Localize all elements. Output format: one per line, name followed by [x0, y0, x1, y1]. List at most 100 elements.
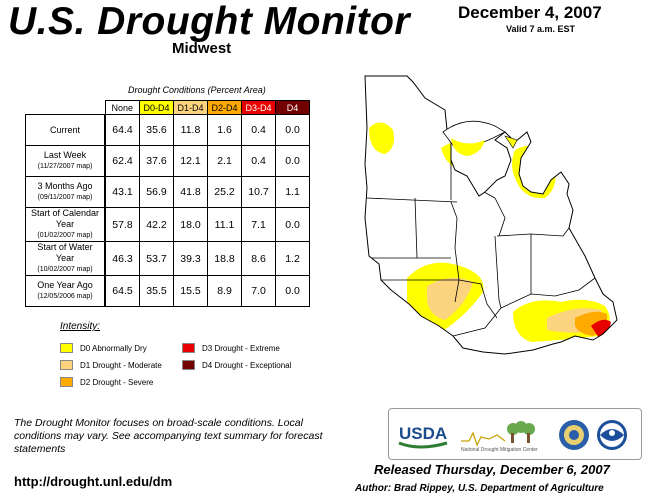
- table-row: Start of Water Year (10/02/2007 map) 46.3 5…: [25, 241, 310, 276]
- legend-label-d4: D4 Drought - Exceptional: [202, 360, 292, 370]
- row-label-text: 3 Months Ago: [37, 181, 93, 191]
- table-cell: 43.1: [104, 176, 140, 208]
- legend-label-d3: D3 Drought - Extreme: [202, 343, 280, 353]
- table-cell: 56.9: [139, 176, 174, 208]
- table-row: 3 Months Ago (09/11/2007 map) 43.1 56.9 41.8…: [25, 176, 310, 208]
- table-cell: 35.5: [139, 275, 174, 307]
- table-row: Current 64.4 35.6 11.8 1.6 0.4 0.0: [25, 114, 310, 146]
- legend-swatch-d1: [60, 360, 73, 370]
- row-sublabel: (12/05/2006 map): [37, 293, 93, 300]
- table-row: Start of Calendar Year (01/02/2007 map) 57…: [25, 207, 310, 242]
- midwest-drought-map: [364, 75, 618, 355]
- table-cell: 8.6: [241, 241, 276, 276]
- valid-time: Valid 7 a.m. EST: [506, 24, 576, 34]
- table-cell: 15.5: [173, 275, 208, 307]
- table-cell: 18.8: [207, 241, 242, 276]
- table-cell: 0.0: [275, 114, 310, 146]
- table-cell: 1.2: [275, 241, 310, 276]
- table-row: Last Week (11/27/2007 map) 62.4 37.6 12.1 2.1…: [25, 145, 310, 177]
- column-header-d4: D4: [275, 100, 310, 115]
- table-cell: 11.1: [207, 207, 242, 242]
- table-cell: 8.9: [207, 275, 242, 307]
- table-cell: 53.7: [139, 241, 174, 276]
- row-sublabel: (11/27/2007 map): [37, 163, 93, 170]
- ndmc-logo-graph: [461, 431, 506, 447]
- usda-logo: USDA: [399, 424, 447, 443]
- doc-seal-icon: [559, 420, 589, 450]
- footnote: The Drought Monitor focuses on broad-sca…: [14, 417, 323, 455]
- legend-item-d3: D3 Drought - Extreme: [182, 343, 280, 353]
- table-cell: 1.6: [207, 114, 242, 146]
- table-cell: 42.2: [139, 207, 174, 242]
- table-cell: 57.8: [104, 207, 140, 242]
- row-label-text: One Year Ago: [37, 280, 93, 290]
- table-cell: 0.4: [241, 114, 276, 146]
- row-sublabel: (10/02/2007 map): [37, 266, 93, 273]
- legend-item-d0: D0 Abnormally Dry: [60, 343, 147, 353]
- row-label: Start of Calendar Year (01/02/2007 map): [25, 207, 106, 242]
- table-cell: 37.6: [139, 145, 174, 177]
- legend-swatch-d4: [182, 360, 195, 370]
- column-header-d2-d4: D2-D4: [207, 100, 242, 115]
- column-header-none: None: [104, 100, 140, 115]
- legend-label-d0: D0 Abnormally Dry: [80, 343, 147, 353]
- legend-label-d2: D2 Drought - Severe: [80, 377, 154, 387]
- table-cell: 0.0: [275, 275, 310, 307]
- row-label-text: Start of Calendar Year: [30, 208, 100, 229]
- legend-item-d4: D4 Drought - Exceptional: [182, 360, 291, 370]
- header-blank: [26, 101, 106, 115]
- legend-title: Intensity:: [60, 321, 101, 332]
- drought-statistics-table: None D0-D4 D1-D4 D2-D4 D3-D4 D4 Current 64.4 35…: [25, 100, 310, 307]
- table-cell: 41.8: [173, 176, 208, 208]
- table-cell: 0.0: [275, 145, 310, 177]
- column-header-d3-d4: D3-D4: [241, 100, 276, 115]
- legend-swatch-d3: [182, 343, 195, 353]
- column-header-d0-d4: D0-D4: [139, 100, 174, 115]
- table-cell: 62.4: [104, 145, 140, 177]
- release-date: Released Thursday, December 6, 2007: [374, 462, 610, 477]
- legend-item-d1: D1 Drought - Moderate: [60, 360, 162, 370]
- column-header-d1-d4: D1-D4: [173, 100, 208, 115]
- table-cell: 18.0: [173, 207, 208, 242]
- table-cell: 7.0: [241, 275, 276, 307]
- table-cell: 2.1: [207, 145, 242, 177]
- row-label: One Year Ago (12/05/2006 map): [25, 275, 106, 307]
- table-cell: 35.6: [139, 114, 174, 146]
- row-sublabel: (09/11/2007 map): [37, 194, 93, 201]
- ndmc-logo-text: National Drought Mitigation Center: [461, 447, 538, 453]
- table-cell: 46.3: [104, 241, 140, 276]
- row-label-text: Current: [49, 124, 80, 135]
- row-label: Start of Water Year (10/02/2007 map): [25, 241, 106, 276]
- table-cell: 0.4: [241, 145, 276, 177]
- page-title: U.S. Drought Monitor: [8, 0, 411, 43]
- noaa-icon: [597, 420, 627, 450]
- row-sublabel: (01/02/2007 map): [37, 232, 93, 239]
- author-credit: Author: Brad Rippey, U.S. Department of …: [355, 483, 604, 494]
- table-cell: 7.1: [241, 207, 276, 242]
- table-cell: 0.0: [275, 207, 310, 242]
- legend-swatch-d0: [60, 343, 73, 353]
- map-date: December 4, 2007: [458, 3, 602, 22]
- row-label-text: Start of Water Year: [37, 242, 93, 263]
- row-label: Last Week (11/27/2007 map): [25, 145, 106, 177]
- table-cell: 10.7: [241, 176, 276, 208]
- website-url[interactable]: http://drought.unl.edu/dm: [14, 474, 173, 489]
- table-cell: 25.2: [207, 176, 242, 208]
- region-name: Midwest: [172, 40, 232, 57]
- table-header-row: None D0-D4 D1-D4 D2-D4 D3-D4 D4: [26, 100, 310, 115]
- legend-swatch-d2: [60, 377, 73, 387]
- table-cell: 11.8: [173, 114, 208, 146]
- table-cell: 39.3: [173, 241, 208, 276]
- table-cell: 1.1: [275, 176, 310, 208]
- row-label-text: Last Week: [43, 150, 87, 160]
- table-cell: 64.5: [104, 275, 140, 307]
- table-row: One Year Ago (12/05/2006 map) 64.5 35.5 15.5…: [25, 275, 310, 307]
- table-caption: Drought Conditions (Percent Area): [128, 85, 266, 95]
- table-cell: 64.4: [104, 114, 140, 146]
- legend-item-d2: D2 Drought - Severe: [60, 377, 153, 387]
- row-label: 3 Months Ago (09/11/2007 map): [25, 176, 106, 208]
- agency-logos-panel: USDA National Drought Mitigation Center: [388, 408, 642, 460]
- table-cell: 12.1: [173, 145, 208, 177]
- row-label: Current: [25, 114, 106, 146]
- legend-label-d1: D1 Drought - Moderate: [80, 360, 162, 370]
